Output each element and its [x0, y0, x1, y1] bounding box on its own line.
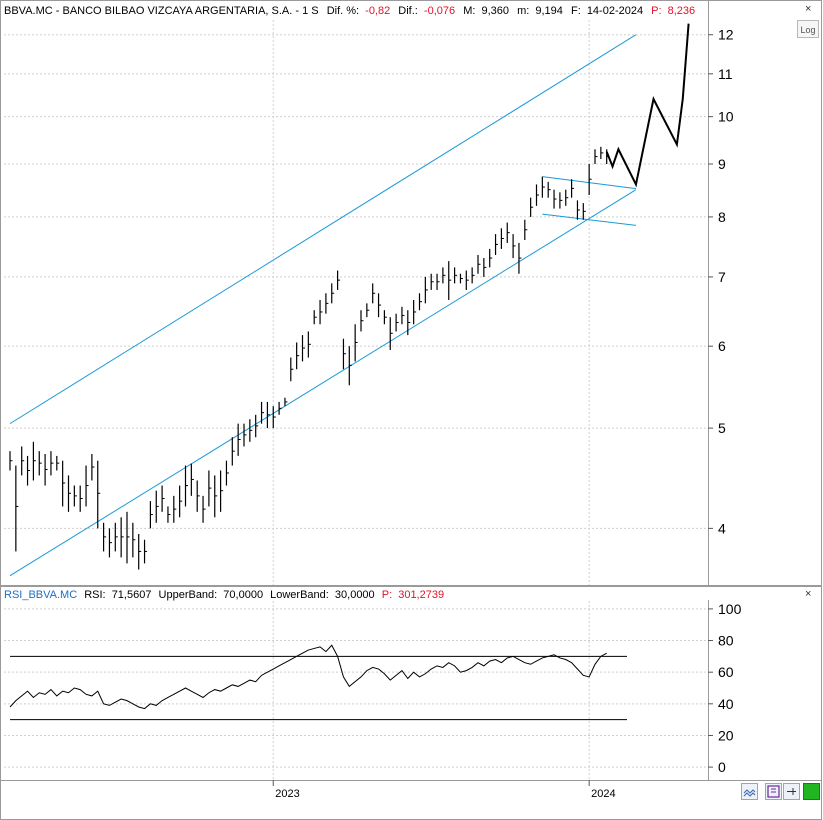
price-y-tick-label: 4 [718, 520, 726, 536]
rsi-p-label: P: [382, 589, 392, 601]
upper-band-label: UpperBand: [159, 589, 218, 601]
rsi-panel-frame [0, 586, 822, 820]
upper-band-value: 70,0000 [223, 589, 263, 601]
x-tick-label: 2023 [275, 788, 299, 800]
price-y-tick-label: 6 [718, 338, 726, 354]
dif-value: -0,076 [424, 5, 455, 17]
wave-glyph-icon [743, 789, 756, 797]
channel-lower-line [9, 189, 637, 577]
rsi-y-tick-label: 20 [718, 727, 734, 743]
date-label: F: [571, 5, 581, 17]
price-y-tick-label: 12 [718, 27, 734, 43]
channel-upper-line [9, 34, 637, 425]
interval: 1 S [302, 5, 319, 17]
price-header: BBVA.MC - BANCO BILBAO VIZCAYA ARGENTARI… [4, 5, 695, 17]
rsi-panel-close-icon[interactable]: × [805, 588, 812, 600]
rsi-y-tick-label: 80 [718, 633, 734, 649]
dif-label: Dif.: [398, 5, 418, 17]
rsi-label: RSI: [84, 589, 105, 601]
rsi-y-tick-label: 0 [718, 759, 726, 775]
price-y-tick-label: 10 [718, 109, 734, 125]
price-panel-close-icon[interactable]: × [805, 3, 812, 15]
price-y-tick-label: 8 [718, 209, 726, 225]
rsi-p-value: 301,2739 [398, 589, 444, 601]
rsi-series [9, 644, 607, 710]
date-value: 14-02-2024 [587, 5, 643, 17]
x-tick-label: 2024 [591, 788, 615, 800]
min-value: 9,194 [535, 5, 563, 17]
indicator-glyph-icon [767, 785, 780, 798]
dif-pct-value: -0,82 [365, 5, 390, 17]
rsi-line [9, 644, 607, 710]
price-projection [605, 23, 690, 188]
indicator-tool-icon[interactable] [765, 783, 782, 800]
price-grid [4, 34, 708, 529]
company-name: BANCO BILBAO VIZCAYA ARGENTARIA, S.A. [62, 5, 292, 17]
max-value: 9,360 [481, 5, 509, 17]
rsi-grid [4, 608, 708, 768]
log-scale-toggle-button[interactable]: Log [797, 20, 819, 38]
pin-glyph-icon [787, 788, 796, 795]
price-bars [9, 146, 610, 570]
lower-band-value: 30,0000 [335, 589, 375, 601]
time-axis-ticks: 2023 2024 [272, 20, 616, 800]
pin-tool-icon[interactable] [783, 783, 800, 800]
trend-channel [9, 34, 637, 577]
rsi-header: RSI_BBVA.MC RSI: 71,5607 UpperBand: 70,0… [4, 589, 444, 601]
flag-lower-line [542, 213, 637, 226]
rsi-name: RSI_BBVA.MC [4, 589, 77, 601]
rsi-value: 71,5607 [112, 589, 152, 601]
wave-tool-icon[interactable] [741, 783, 758, 800]
rsi-y-tick-label: 100 [718, 601, 742, 617]
price-y-tick-label: 5 [718, 420, 726, 436]
rsi-bands [10, 655, 627, 721]
dif-pct-label: Dif. %: [327, 5, 359, 17]
rsi-y-axis-ticks: 0 20 40 60 80 100 [708, 601, 742, 775]
min-label: m: [517, 5, 529, 17]
price-y-axis-ticks: 4 5 6 7 8 9 10 11 12 [708, 27, 734, 536]
price-y-tick-label: 7 [718, 269, 726, 285]
max-label: M: [463, 5, 475, 17]
price-label: P: [651, 5, 661, 17]
projection-line [605, 23, 690, 188]
price-y-tick-label: 11 [718, 66, 733, 82]
lower-band-label: LowerBand: [270, 589, 329, 601]
price-y-tick-label: 9 [718, 156, 726, 172]
symbol: BBVA.MC [4, 5, 53, 17]
price-value: 8,236 [668, 5, 696, 17]
price-panel-frame [0, 0, 822, 586]
rsi-y-tick-label: 60 [718, 664, 734, 680]
rsi-y-tick-label: 40 [718, 696, 734, 712]
live-status-icon[interactable] [803, 783, 820, 800]
